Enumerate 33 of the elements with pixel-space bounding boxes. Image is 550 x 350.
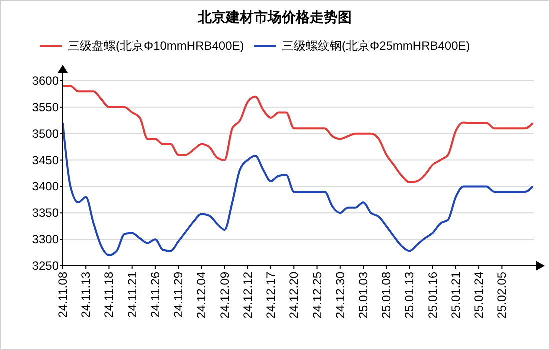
x-tick-label: 25.01.16 (426, 272, 440, 319)
x-tick-label: 25.01.13 (402, 272, 417, 319)
y-tick-label: 3500 (32, 126, 60, 141)
x-tick-label: 24.11.13 (79, 272, 94, 318)
x-tick-label: 24.11.08 (56, 272, 70, 318)
x-tick-label: 25.01.08 (380, 272, 394, 319)
x-tick-label: 24.12.12 (240, 272, 255, 319)
y-tick-label: 3550 (32, 100, 60, 114)
x-tick-label: 24.12.30 (333, 272, 348, 319)
y-tick-label: 3350 (32, 206, 60, 220)
line-series (62, 122, 534, 256)
x-tick-label: 24.11.18 (102, 272, 116, 318)
x-tick-label: 25.01.03 (356, 272, 370, 319)
y-tick-label: 3400 (32, 180, 60, 194)
x-tick-label: 24.11.21 (125, 272, 140, 318)
x-tick-label: 24.11.29 (172, 272, 186, 318)
x-tick-label: 24.12.17 (264, 272, 278, 319)
x-tick-label: 24.11.26 (148, 272, 162, 318)
y-tick-label: 3600 (32, 74, 60, 88)
y-tick-label: 3450 (32, 153, 60, 168)
chart-title: 北京建材市场价格走势图 (197, 9, 352, 25)
y-tick-label: 3250 (32, 259, 60, 273)
x-tick-label: 24.12.09 (218, 272, 232, 319)
y-tick-label: 3300 (32, 232, 60, 247)
legend-label: 三级盘螺(北京Φ10mmHRB400E) (68, 39, 244, 53)
x-tick-label: 24.12.04 (194, 272, 209, 319)
x-tick-label: 25.02.05 (495, 272, 510, 319)
x-tick-label: 25.01.24 (472, 272, 486, 319)
legend-label: 三级螺纹钢(北京Φ25mmHRB400E) (282, 39, 470, 53)
line-series (62, 85, 534, 184)
x-tick-label: 24.12.25 (310, 272, 324, 319)
x-tick-label: 24.12.20 (287, 272, 302, 319)
x-tick-label: 25.01.21 (448, 272, 463, 319)
